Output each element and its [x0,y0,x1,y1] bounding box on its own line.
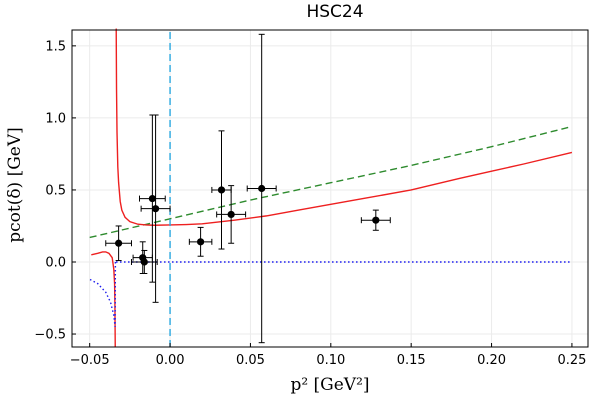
y-axis-label: pcot(δ) [GeV] [5,127,25,243]
y-tick-label: −0.5 [34,328,66,343]
data-point-group [130,249,158,275]
blue-dotted-line [89,261,117,327]
data-point [140,258,148,266]
data-point-group [211,130,232,250]
data-point [115,239,123,247]
x-tick-label: 0.00 [156,353,185,368]
data-point-group [140,114,171,303]
y-tick-label: 1.5 [45,39,66,54]
data-point [196,238,205,246]
axes: −0.05 0.00 0.05 0.10 0.15 0.20 0.25 −0.5 0.0 0.5 1… [34,29,589,368]
data-point [217,186,226,194]
data-point-group [188,226,213,257]
grid [72,30,588,347]
data-point [372,216,380,224]
x-tick-label: −0.05 [70,353,110,368]
chart-title: HSC24 [306,2,363,22]
series-layer [89,28,573,348]
x-tick-label: 0.10 [316,353,345,368]
x-tick-label: 0.15 [397,353,426,368]
data-point-group [246,33,277,344]
x-tick-label: 0.25 [557,353,586,368]
data-point [227,210,235,219]
x-axis-label: p² [GeV²] [290,375,369,395]
x-tick-label: 0.05 [236,353,265,368]
red-curve-left [91,251,116,348]
data-point [148,194,156,203]
green-dashed-line [89,125,573,239]
x-tick-label: 0.20 [477,353,506,368]
plot-frame [71,29,589,348]
data-point [258,184,266,193]
points-layer [105,33,391,344]
data-point-group [216,185,247,244]
data-point [151,205,160,213]
data-point-group [132,241,153,275]
y-tick-label: 0.5 [45,183,66,198]
y-tick-label: 1.0 [45,111,66,126]
data-point-group [360,209,391,231]
data-point-group [139,114,166,283]
y-tick-label: 0.0 [45,255,66,270]
red-curve-right [115,28,573,226]
data-point-group [105,225,132,262]
